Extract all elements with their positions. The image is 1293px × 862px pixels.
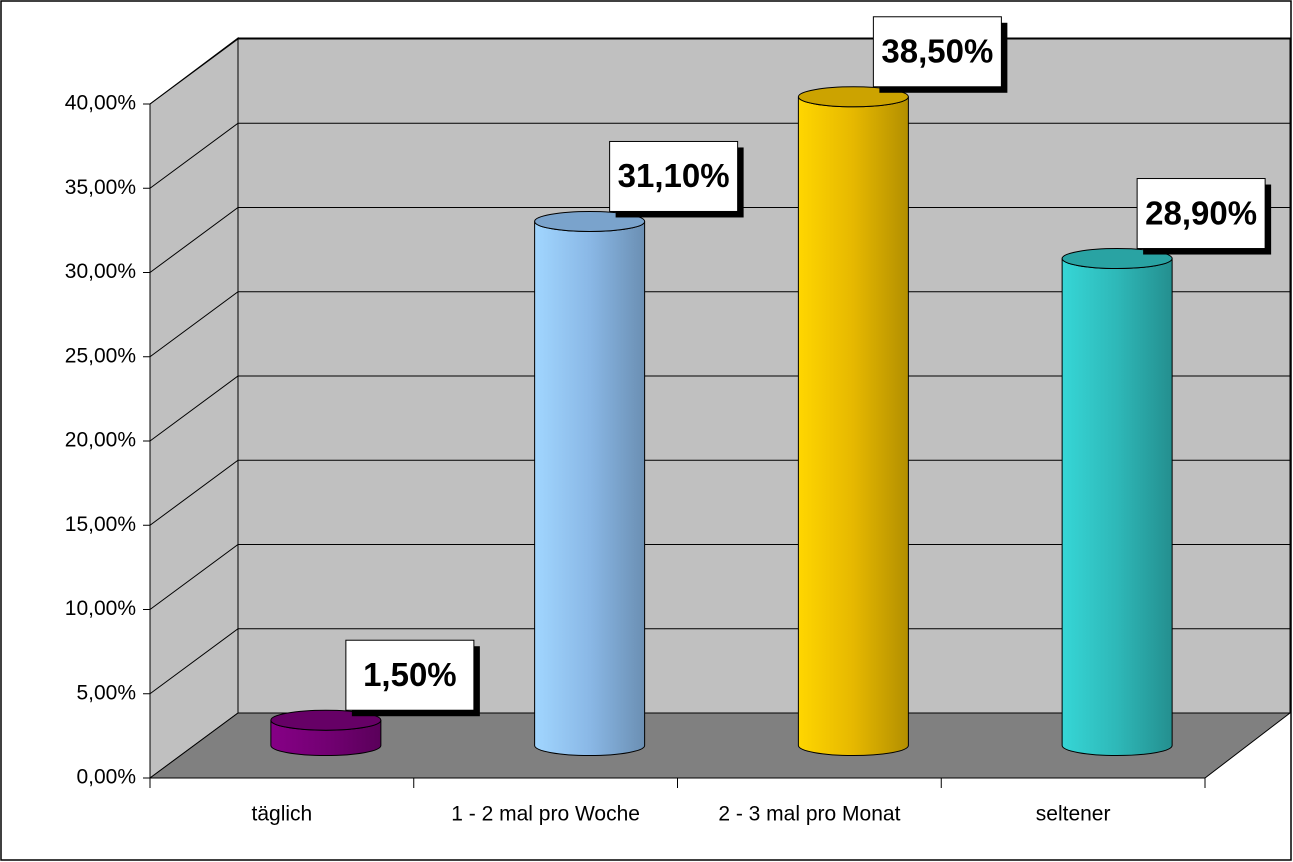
- grid-line: [149, 122, 1290, 189]
- y-tick-label: 30,00%: [65, 260, 136, 283]
- value-label: 28,90%: [1145, 194, 1257, 231]
- y-tick-label: 25,00%: [65, 344, 136, 367]
- grid-line: [149, 207, 1290, 273]
- value-label: 1,50%: [363, 656, 457, 693]
- y-tick-label: 10,00%: [65, 597, 136, 620]
- value-label-box: [345, 639, 475, 711]
- x-tick-label: 1 - 2 mal pro Woche: [451, 803, 640, 826]
- y-tick-label: 40,00%: [65, 92, 136, 115]
- value-label-box: [609, 140, 739, 212]
- y-tick-label: 35,00%: [65, 176, 136, 199]
- grid-line: [149, 459, 1290, 526]
- y-tick-label: 15,00%: [65, 513, 136, 536]
- x-tick-label: 2 - 3 mal pro Monat: [718, 803, 900, 826]
- bar: [1061, 258, 1173, 756]
- grid-line: [149, 628, 1290, 695]
- grid-line: [149, 375, 1290, 442]
- value-label-box: [1136, 178, 1266, 250]
- y-tick-label: 5,00%: [76, 681, 136, 704]
- x-tick-label: täglich: [252, 803, 313, 826]
- value-label: 31,10%: [618, 157, 730, 194]
- grid-line: [149, 291, 1290, 358]
- bar: [797, 96, 909, 756]
- grid-line: [149, 544, 1290, 610]
- y-tick-label: 20,00%: [65, 429, 136, 452]
- x-tick-label: seltener: [1036, 803, 1111, 826]
- y-tick-label: 0,00%: [76, 766, 136, 789]
- value-label: 38,50%: [881, 32, 993, 69]
- value-label-box: [872, 16, 1002, 88]
- bar: [534, 221, 646, 756]
